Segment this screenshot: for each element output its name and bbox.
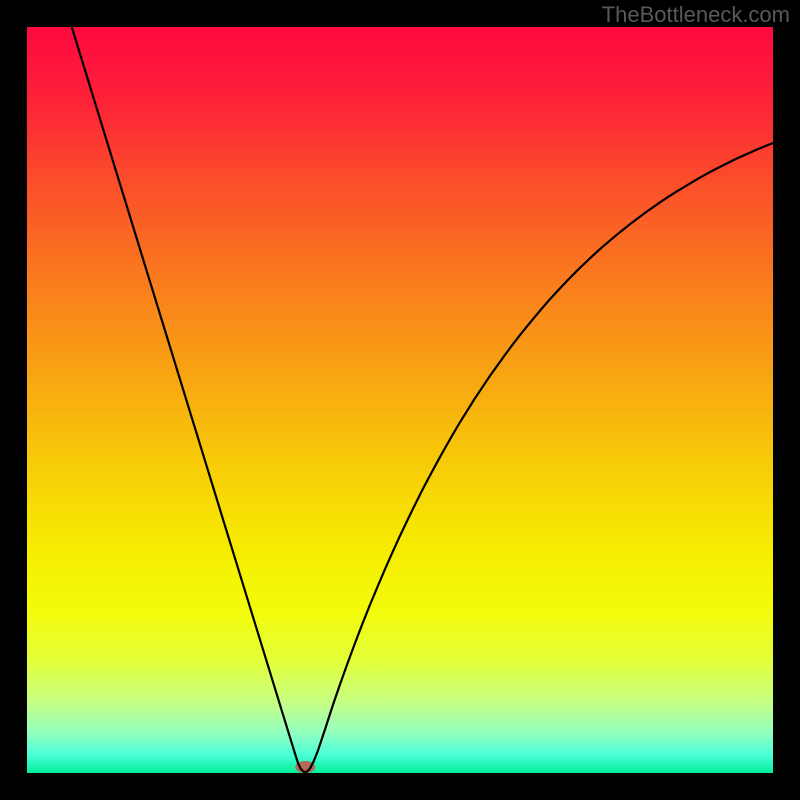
plot-background: [27, 27, 773, 773]
bottleneck-chart: [0, 0, 800, 800]
chart-stage: TheBottleneck.com: [0, 0, 800, 800]
